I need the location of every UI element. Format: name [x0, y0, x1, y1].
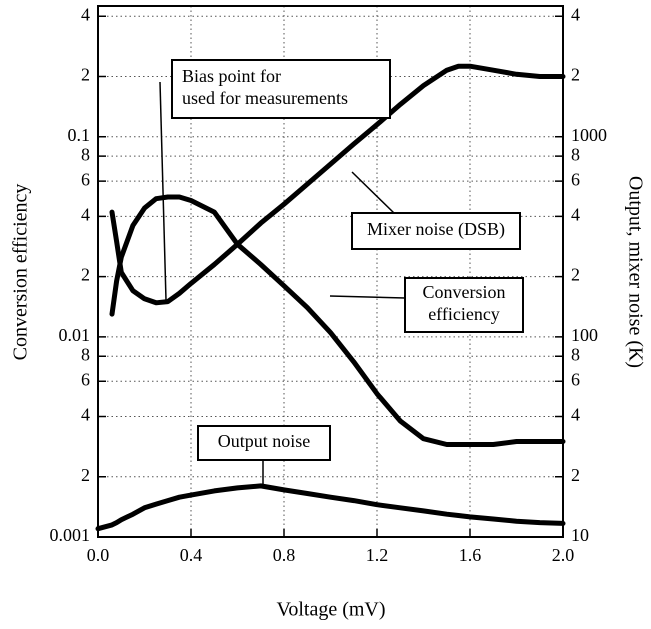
x-tick-label: 0.0: [87, 545, 110, 565]
y-tick-label: 8: [81, 344, 90, 364]
y2-tick-label: 1000: [571, 125, 607, 145]
x-axis-label: Voltage (mV): [276, 599, 385, 621]
annotation-text: Output noise: [218, 431, 311, 451]
annotation-arrow: [329, 295, 406, 299]
y2-tick-label: 8: [571, 344, 580, 364]
y-tick-label: 8: [81, 144, 90, 164]
y2-tick-label: 6: [571, 369, 580, 389]
y-tick-label: 0.01: [59, 325, 91, 345]
x-tick-label: 2.0: [552, 545, 575, 565]
y2-tick-label: 10: [571, 525, 589, 545]
y2-tick-label: 2: [571, 265, 580, 285]
y2-tick-label: 4: [571, 4, 580, 24]
annotation-box: [404, 277, 524, 333]
y-tick-label: 6: [81, 369, 90, 389]
y2-tick-label: 2: [571, 465, 580, 485]
y-tick-label: 0.1: [68, 125, 91, 145]
y-axis-label: Conversion efficiency: [10, 184, 32, 361]
annotation-box: [171, 59, 391, 119]
annotation-text: Bias point for: [182, 66, 281, 86]
y-tick-label: 2: [81, 65, 90, 85]
y-tick-label: 4: [81, 405, 90, 425]
y2-tick-label: 4: [571, 204, 580, 224]
annotation-text: Conversion: [423, 282, 506, 302]
y-tick-label: 6: [81, 169, 90, 189]
data-line: [109, 194, 566, 447]
y2-axis-label: Output, mixer noise (K): [624, 176, 646, 368]
annotation-arrow: [159, 81, 167, 301]
data-line: [95, 483, 566, 532]
x-tick-label: 1.6: [459, 545, 482, 565]
x-tick-label: 1.2: [366, 545, 389, 565]
annotation-text: Mixer noise (DSB): [367, 219, 505, 240]
data-line: [109, 63, 566, 306]
y2-tick-label: 2: [571, 65, 580, 85]
annotation-box: [351, 212, 521, 250]
y-tick-label: 4: [81, 204, 90, 224]
annotation-box: [197, 425, 331, 461]
y-tick-label: 4: [81, 4, 90, 24]
plot-frame: [97, 5, 564, 538]
annotation-text: efficiency: [428, 304, 500, 324]
y-tick-label: 2: [81, 465, 90, 485]
x-tick-label: 0.4: [180, 545, 203, 565]
x-tick-label: 0.8: [273, 545, 296, 565]
y2-tick-label: 8: [571, 144, 580, 164]
y2-tick-label: 6: [571, 169, 580, 189]
annotation-text: used for measurements: [182, 88, 348, 108]
y-tick-label: 0.001: [50, 525, 91, 545]
y2-tick-label: 100: [571, 325, 598, 345]
annotation-arrow: [351, 171, 395, 214]
y-tick-label: 2: [81, 265, 90, 285]
y2-tick-label: 4: [571, 405, 580, 425]
